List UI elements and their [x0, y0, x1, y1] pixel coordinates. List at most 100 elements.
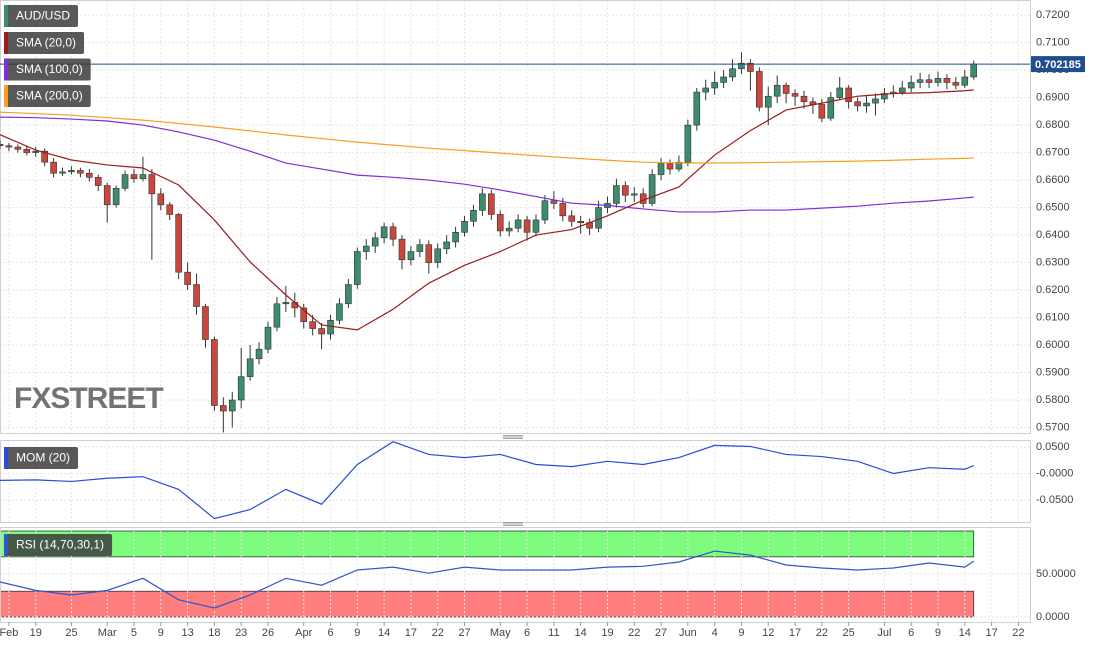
candle-body: [434, 248, 442, 263]
x-tick-label: 19: [30, 627, 42, 639]
x-tick-label: 6: [327, 627, 333, 639]
last-price-label: 0.702185: [1035, 59, 1081, 71]
legend-swatch: [4, 58, 8, 81]
candle-body: [577, 221, 584, 223]
candle-body: [237, 376, 245, 401]
indicator-line: [0, 441, 974, 520]
candle-body: [952, 82, 960, 86]
x-tick-label: 17: [985, 627, 997, 639]
candle-body: [59, 171, 66, 174]
candle-body: [943, 78, 951, 83]
legend-box: [4, 534, 113, 556]
candle-body: [568, 215, 576, 222]
sma-line: [0, 116, 974, 213]
legend-label: SMA (20,0): [16, 36, 76, 50]
x-tick-label: Mar: [98, 627, 117, 639]
candle-body: [720, 76, 727, 83]
last-price-box: [1031, 56, 1085, 73]
y-tick-label: 0.6500: [1036, 201, 1070, 213]
candle-body: [514, 219, 522, 229]
candle-body: [443, 241, 450, 250]
candle-body: [711, 82, 718, 89]
candle-body: [86, 172, 93, 178]
candle-body: [228, 399, 236, 412]
legend-box: [4, 32, 85, 54]
candle-body: [970, 63, 978, 78]
candle-body: [175, 214, 182, 273]
y-tick-label: 0.0500: [1036, 441, 1070, 453]
candle-body: [371, 237, 379, 247]
y-tick-label: 0.6400: [1036, 229, 1070, 241]
y-tick-label: 0.6200: [1036, 284, 1070, 296]
candle-body: [184, 271, 191, 285]
y-tick-label: 0.6700: [1036, 146, 1070, 158]
x-tick-label: 27: [458, 627, 470, 639]
candle-body: [756, 71, 763, 108]
x-tick-label: 9: [158, 627, 164, 639]
x-tick-label: May: [490, 627, 511, 639]
candle-body: [425, 244, 433, 263]
legend-label: MOM (20): [16, 451, 70, 465]
candle-body: [657, 163, 665, 175]
legend-item: SMA (100,0): [4, 58, 91, 81]
x-tick-label: Jul: [877, 627, 891, 639]
x-tick-label: 5: [131, 627, 137, 639]
x-tick-label: 9: [738, 627, 744, 639]
legend-swatch: [4, 85, 8, 107]
x-tick-label: 27: [655, 627, 667, 639]
x-tick-label: 9: [354, 627, 360, 639]
x-tick-label: 14: [959, 627, 971, 639]
y-tick-label: 0.7200: [1036, 9, 1070, 21]
y-tick-label: 0.6600: [1036, 174, 1070, 186]
candle-body: [389, 226, 397, 240]
y-tick-label: 0.0000: [1036, 611, 1070, 623]
candle-body: [782, 84, 790, 94]
candle-body: [550, 200, 558, 204]
candle-body: [470, 210, 477, 222]
candle-body: [282, 302, 290, 305]
x-tick-label: 22: [816, 627, 828, 639]
x-tick-label: 14: [575, 627, 587, 639]
watermark: FXSTREET: [14, 382, 163, 415]
y-tick-label: 0.5800: [1036, 394, 1070, 406]
y-tick-label: 0.6900: [1036, 92, 1070, 104]
candle-body: [630, 193, 638, 196]
legend-box: [4, 58, 91, 81]
candle-body: [193, 284, 200, 307]
candle-body: [622, 185, 629, 196]
rsi-band: [0, 590, 975, 618]
x-tick-label: 14: [378, 627, 390, 639]
legend-box: [4, 447, 78, 469]
x-tick-label: 13: [181, 627, 193, 639]
rsi-band: [0, 530, 975, 558]
candle-body: [264, 326, 272, 350]
candle-body: [496, 214, 504, 232]
legend-swatch: [4, 447, 8, 469]
candle-body: [121, 174, 129, 189]
legend-label: SMA (100,0): [16, 62, 83, 76]
x-tick-label: Feb: [0, 627, 18, 639]
candle-body: [666, 163, 674, 170]
candle-body: [416, 244, 424, 252]
candle-body: [764, 95, 772, 108]
candle-body: [461, 221, 468, 233]
x-tick-label: 9: [935, 627, 941, 639]
candle-body: [202, 306, 209, 340]
y-tick-label: 0.6800: [1036, 119, 1070, 131]
candle-body: [148, 174, 156, 195]
candle-body: [693, 91, 701, 126]
candle-body: [541, 200, 549, 221]
candle-body: [327, 319, 334, 335]
candle-body: [559, 203, 567, 217]
legend-item: SMA (200,0): [4, 85, 91, 107]
x-tick-label: 6: [908, 627, 914, 639]
candle-body: [407, 251, 415, 261]
legend-item: RSI (14,70,30,1): [4, 534, 113, 556]
candle-body: [68, 170, 75, 173]
candle-body: [505, 227, 513, 232]
candle-body: [255, 348, 263, 360]
y-tick-label: 0.6000: [1036, 339, 1070, 351]
candle-body: [5, 145, 13, 148]
legend-item: MOM (20): [4, 447, 78, 469]
